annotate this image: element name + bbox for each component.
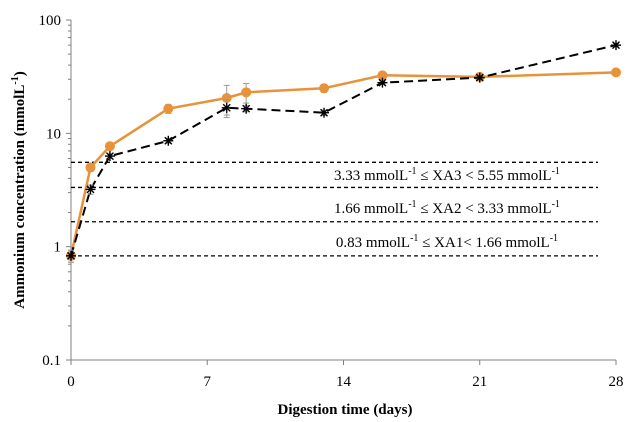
y-axis-label-sup: -1 — [10, 76, 21, 84]
annotation-superscript: -1 — [552, 199, 560, 210]
annotation-superscript: -1 — [552, 166, 560, 177]
series-line — [70, 44, 617, 257]
series-line — [69, 71, 617, 257]
annotation-middle: ≤ XA3 < 5.55 mmolL — [417, 168, 552, 184]
x-tick-label: 7 — [204, 374, 212, 390]
data-point — [163, 103, 174, 114]
y-axis-label-close: ) — [12, 71, 28, 76]
tick-labels: 0.1 1 10 100 0 7 14 21 28 — [39, 13, 624, 390]
y-axis-label-main: Ammonium concentration (mmolL — [12, 85, 28, 309]
x-tick-label: 14 — [336, 374, 352, 390]
x-axis-label: Digestion time (days) — [278, 402, 413, 418]
data-point — [241, 103, 252, 114]
data-point — [611, 67, 621, 78]
axes — [66, 19, 617, 365]
annotation-prefix: 3.33 mmolL — [334, 168, 408, 184]
annotation-middle: ≤ XA1< 1.66 mmolL — [418, 235, 549, 251]
annotation-superscript: -1 — [410, 233, 418, 244]
data-point — [85, 162, 96, 173]
annotation-superscript: -1 — [550, 233, 558, 244]
marker-stroke — [67, 251, 75, 260]
data-point — [221, 93, 232, 104]
data-point — [241, 87, 252, 98]
x-tick-label: 21 — [472, 374, 487, 390]
data-point — [163, 135, 174, 146]
annotation-superscript: -1 — [408, 166, 416, 177]
y-axis-label: Ammonium concentration (mmolL-1) — [10, 71, 28, 309]
threshold-lines — [71, 161, 598, 257]
marker-stroke — [242, 104, 251, 113]
series-group — [66, 40, 621, 263]
y-tick-label: 10 — [46, 126, 61, 142]
data-point — [85, 184, 96, 195]
series-1 — [66, 67, 621, 263]
annotation-text: 3.33 mmolL-1 ≤ XA3 < 5.55 mmolL-1 — [334, 166, 560, 184]
annotation-prefix: 0.83 mmolL — [336, 235, 410, 251]
annotation-text: 0.83 mmolL-1 ≤ XA1< 1.66 mmolL-1 — [336, 233, 558, 251]
data-point — [319, 83, 330, 94]
y-tick-label: 0.1 — [42, 353, 61, 369]
data-point — [104, 151, 115, 162]
marker-stroke — [164, 136, 173, 145]
annotation-text: 1.66 mmolL-1 ≤ XA2 < 3.33 mmolL-1 — [334, 199, 560, 217]
annotations: 3.33 mmolL-1 ≤ XA3 < 5.55 mmolL-11.66 mm… — [334, 166, 560, 251]
data-point — [66, 250, 76, 261]
data-point — [377, 70, 388, 81]
data-point — [611, 40, 621, 51]
y-tick-label: 1 — [54, 240, 62, 256]
marker-stroke — [612, 41, 620, 50]
marker-stroke — [105, 152, 114, 161]
annotation-middle: ≤ XA2 < 3.33 mmolL — [417, 201, 552, 217]
marker-stroke — [222, 103, 231, 112]
marker-stroke — [320, 108, 329, 117]
annotation-prefix: 1.66 mmolL — [334, 201, 408, 217]
data-point — [104, 141, 115, 152]
x-tick-label: 28 — [609, 374, 624, 390]
data-point — [221, 102, 232, 113]
data-point — [377, 77, 388, 88]
marker-stroke — [475, 73, 484, 82]
x-tick-label: 0 — [67, 374, 75, 390]
annotation-superscript: -1 — [408, 199, 416, 210]
marker-stroke — [378, 78, 387, 87]
y-tick-label: 100 — [39, 13, 62, 29]
series-2 — [66, 40, 621, 263]
data-point — [474, 72, 485, 83]
marker-stroke — [86, 185, 95, 194]
data-point — [319, 107, 330, 118]
